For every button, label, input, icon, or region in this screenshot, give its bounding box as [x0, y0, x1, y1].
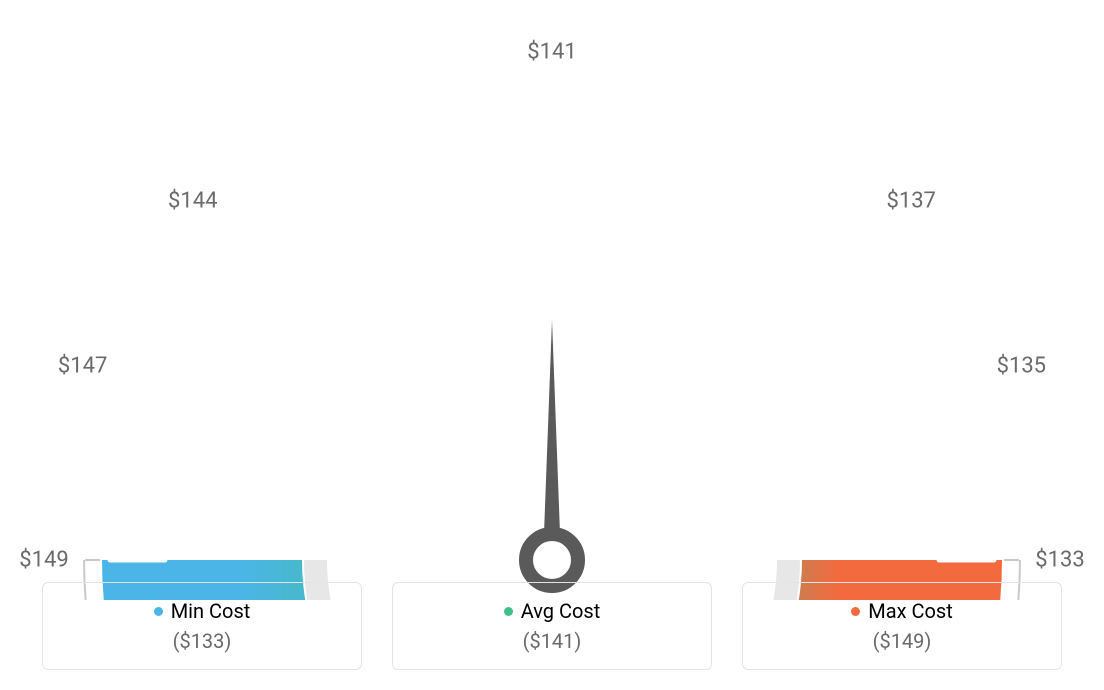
legend-dot-avg — [504, 607, 513, 616]
legend-card-max: Max Cost ($149) — [742, 582, 1062, 670]
legend-title-max: Max Cost — [851, 599, 953, 623]
legend-card-min: Min Cost ($133) — [42, 582, 362, 670]
legend-value-min: ($133) — [43, 629, 361, 653]
gauge-tick-label: $144 — [168, 188, 217, 213]
gauge-tick-label: $141 — [527, 40, 576, 65]
gauge-chart: $133 $135 $137 $141 $144 $147 $149 — [0, 0, 1104, 580]
gauge-tick-label: $135 — [997, 353, 1046, 378]
gauge-tick-label: $149 — [19, 548, 68, 573]
legend-label-avg: Avg Cost — [521, 599, 601, 623]
gauge-tick-label: $147 — [58, 353, 107, 378]
legend-label-min: Min Cost — [171, 599, 251, 623]
legend-dot-min — [154, 607, 163, 616]
legend-row: Min Cost ($133) Avg Cost ($141) Max Cost… — [0, 582, 1104, 670]
legend-title-min: Min Cost — [154, 599, 251, 623]
gauge-tick-label: $137 — [886, 188, 935, 213]
legend-dot-max — [851, 607, 860, 616]
gauge-tick-label: $133 — [1035, 548, 1084, 573]
legend-label-max: Max Cost — [868, 599, 953, 623]
legend-title-avg: Avg Cost — [504, 599, 601, 623]
legend-value-max: ($149) — [743, 629, 1061, 653]
legend-value-avg: ($141) — [393, 629, 711, 653]
legend-card-avg: Avg Cost ($141) — [392, 582, 712, 670]
gauge-svg — [0, 20, 1104, 600]
